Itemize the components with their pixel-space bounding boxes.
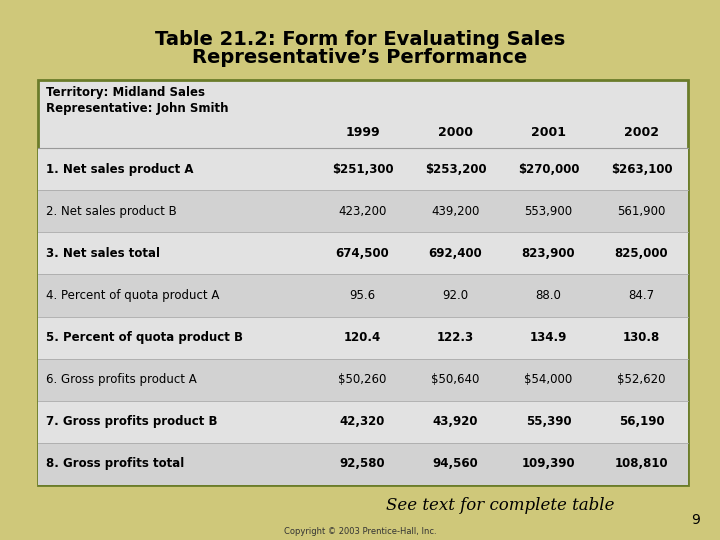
Text: 92.0: 92.0 xyxy=(442,289,469,302)
Text: 3. Net sales total: 3. Net sales total xyxy=(46,247,160,260)
Bar xyxy=(38,232,688,274)
Text: 130.8: 130.8 xyxy=(623,331,660,344)
Text: 56,190: 56,190 xyxy=(618,415,665,428)
Text: 108,810: 108,810 xyxy=(615,457,668,470)
Text: 2002: 2002 xyxy=(624,125,659,138)
Text: 561,900: 561,900 xyxy=(617,205,666,218)
Text: $54,000: $54,000 xyxy=(524,373,572,386)
Text: 92,580: 92,580 xyxy=(340,457,385,470)
Text: $270,000: $270,000 xyxy=(518,163,580,176)
Text: 439,200: 439,200 xyxy=(431,205,480,218)
Text: 553,900: 553,900 xyxy=(524,205,572,218)
Text: 9: 9 xyxy=(691,513,700,527)
Text: 2001: 2001 xyxy=(531,125,566,138)
Text: $253,200: $253,200 xyxy=(425,163,486,176)
Text: 42,320: 42,320 xyxy=(340,415,385,428)
Text: Table 21.2: Form for Evaluating Sales: Table 21.2: Form for Evaluating Sales xyxy=(155,30,565,49)
Text: $251,300: $251,300 xyxy=(332,163,393,176)
Text: 55,390: 55,390 xyxy=(526,415,571,428)
Bar xyxy=(38,359,688,401)
Text: 43,920: 43,920 xyxy=(433,415,478,428)
Bar xyxy=(38,274,688,316)
Text: 1. Net sales product A: 1. Net sales product A xyxy=(46,163,194,176)
Text: 2000: 2000 xyxy=(438,125,473,138)
Text: Representative’s Performance: Representative’s Performance xyxy=(192,48,528,67)
Text: 94,560: 94,560 xyxy=(433,457,478,470)
Text: 84.7: 84.7 xyxy=(629,289,654,302)
Text: $50,640: $50,640 xyxy=(431,373,480,386)
Bar xyxy=(38,190,688,232)
Text: 88.0: 88.0 xyxy=(536,289,562,302)
Text: See text for complete table: See text for complete table xyxy=(386,496,614,514)
Text: Copyright © 2003 Prentice-Hall, Inc.: Copyright © 2003 Prentice-Hall, Inc. xyxy=(284,528,436,537)
Text: 8. Gross profits total: 8. Gross profits total xyxy=(46,457,184,470)
Text: 423,200: 423,200 xyxy=(338,205,387,218)
Text: 825,000: 825,000 xyxy=(615,247,668,260)
Text: 692,400: 692,400 xyxy=(428,247,482,260)
Text: 109,390: 109,390 xyxy=(522,457,575,470)
Text: 7. Gross profits product B: 7. Gross profits product B xyxy=(46,415,217,428)
Bar xyxy=(38,316,688,359)
Text: $50,260: $50,260 xyxy=(338,373,387,386)
Text: $263,100: $263,100 xyxy=(611,163,672,176)
Text: 823,900: 823,900 xyxy=(522,247,575,260)
Bar xyxy=(38,148,688,190)
Text: 2. Net sales product B: 2. Net sales product B xyxy=(46,205,176,218)
Text: 122.3: 122.3 xyxy=(437,331,474,344)
Text: 120.4: 120.4 xyxy=(344,331,381,344)
Bar xyxy=(38,401,688,443)
Text: 4. Percent of quota product A: 4. Percent of quota product A xyxy=(46,289,220,302)
Bar xyxy=(38,443,688,485)
Text: 1999: 1999 xyxy=(345,125,380,138)
Text: 6. Gross profits product A: 6. Gross profits product A xyxy=(46,373,197,386)
Text: 95.6: 95.6 xyxy=(349,289,376,302)
Text: 674,500: 674,500 xyxy=(336,247,390,260)
Text: 5. Percent of quota product B: 5. Percent of quota product B xyxy=(46,331,243,344)
Text: 134.9: 134.9 xyxy=(530,331,567,344)
Bar xyxy=(38,80,688,485)
Text: Territory: Midland Sales: Territory: Midland Sales xyxy=(46,86,205,99)
Text: Representative: John Smith: Representative: John Smith xyxy=(46,102,228,115)
Text: $52,620: $52,620 xyxy=(617,373,666,386)
